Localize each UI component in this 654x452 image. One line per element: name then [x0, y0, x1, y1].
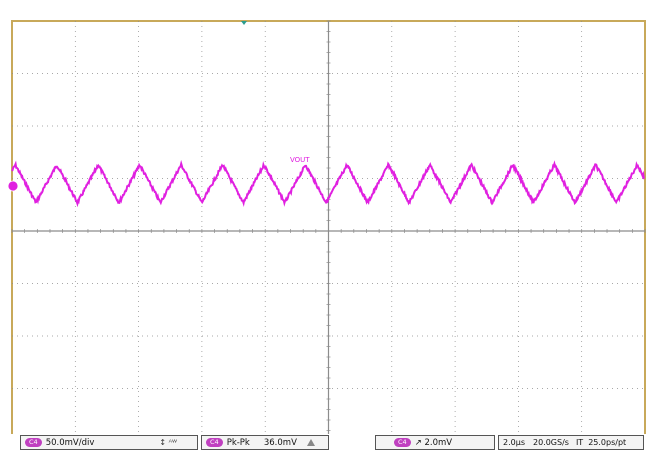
channel-scale-box[interactable]: C4 50.0mV/div ↕ ᴬᵂ	[20, 435, 198, 450]
trigger-box[interactable]: C4 ↗ 2.0mV	[375, 435, 495, 450]
time-per-div: 2.0µs	[503, 438, 525, 447]
volts-per-div: 50.0mV/div	[45, 437, 95, 448]
bandwidth-icons: ↕ ᴬᵂ	[159, 438, 177, 447]
vout-trace	[11, 159, 645, 208]
status-bar: C4 50.0mV/div ↕ ᴬᵂ C4 Pk-Pk 36.0mV C4 ↗ …	[0, 434, 654, 452]
timebase-box[interactable]: 2.0µs 20.0GS/s IT 25.0ps/pt	[498, 435, 644, 450]
channel-ground-marker[interactable]	[7, 180, 19, 192]
acq-mode: IT	[575, 438, 584, 447]
measurement-label: Pk-Pk	[226, 437, 250, 448]
warning-triangle-icon	[306, 439, 315, 446]
series-label-vout: VOUT	[290, 156, 310, 164]
channel-badge: C4	[25, 438, 42, 447]
measurement-value: 36.0mV	[263, 437, 297, 448]
channel-badge: C4	[206, 438, 223, 447]
trigger-level: ↗ 2.0mV	[414, 437, 453, 448]
graticule	[11, 20, 646, 442]
trigger-position-marker[interactable]	[241, 21, 247, 25]
sample-rate: 20.0GS/s	[532, 438, 569, 447]
measurement-box[interactable]: C4 Pk-Pk 36.0mV	[201, 435, 329, 450]
channel-badge: C4	[394, 438, 411, 447]
record-resolution: 25.0ps/pt	[588, 438, 627, 447]
